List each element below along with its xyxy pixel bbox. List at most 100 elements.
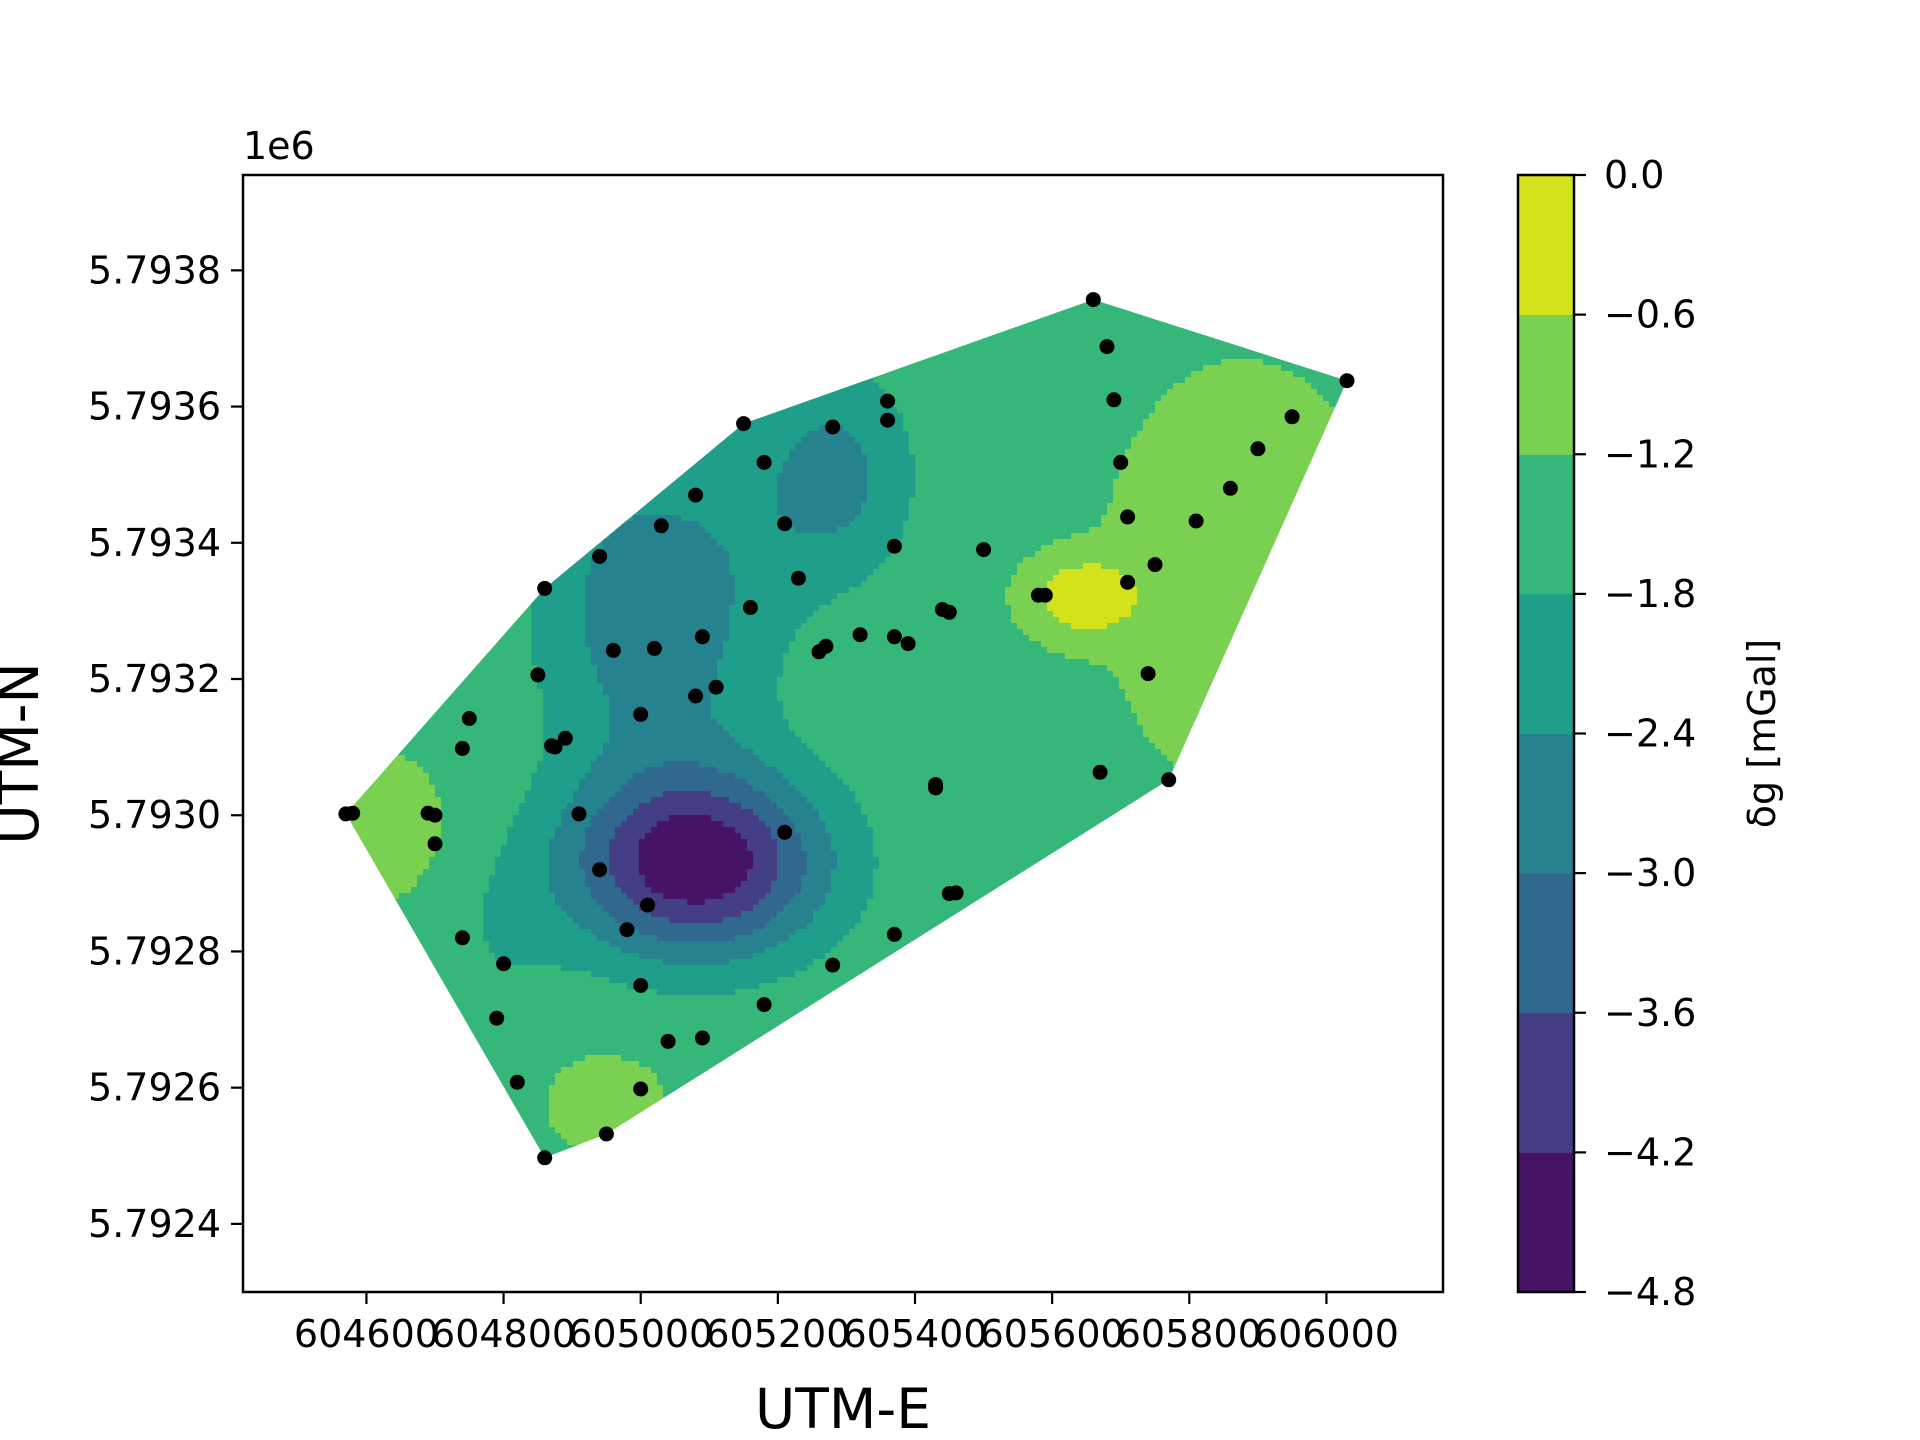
contour-cell xyxy=(345,329,1347,336)
contour-cell xyxy=(1221,359,1264,366)
station-point xyxy=(537,1150,553,1166)
contour-cell xyxy=(735,599,832,606)
contour-cell xyxy=(639,851,754,858)
contour-cell xyxy=(585,773,634,780)
contour-cell xyxy=(837,863,880,870)
contour-cell xyxy=(585,593,736,600)
contour-cell xyxy=(345,1109,550,1116)
contour-cell xyxy=(543,533,610,540)
contour-cell xyxy=(537,767,592,774)
contour-cell xyxy=(729,959,814,966)
station-point xyxy=(880,412,896,428)
contour-cell xyxy=(873,569,1018,576)
contour-cell xyxy=(483,911,568,918)
contour-cell xyxy=(417,875,490,882)
contour-cell xyxy=(1347,425,1354,432)
contour-cell xyxy=(633,515,682,522)
contour-cell xyxy=(345,893,400,900)
contour-cell xyxy=(345,659,532,666)
contour-cell xyxy=(789,455,868,462)
contour-cell xyxy=(345,917,484,924)
contour-cell xyxy=(651,1067,1347,1074)
contour-cell xyxy=(873,875,1347,882)
contour-cell xyxy=(549,863,580,870)
contour-cell xyxy=(345,335,1347,342)
contour-cell xyxy=(801,737,1150,744)
contour-cell xyxy=(807,857,838,864)
contour-cell xyxy=(609,857,640,864)
contour-cell xyxy=(483,893,556,900)
contour-cell xyxy=(795,731,1144,738)
contour-cell xyxy=(669,815,712,822)
contour-cell xyxy=(1311,767,1347,774)
contour-cell xyxy=(429,863,496,870)
contour-cell xyxy=(717,665,784,672)
station-point xyxy=(742,600,758,615)
contour-cell xyxy=(915,479,1114,486)
contour-cell xyxy=(819,365,844,372)
contour-cell xyxy=(861,803,1347,810)
contour-cell xyxy=(729,605,820,612)
contour-cell xyxy=(879,857,1347,864)
contour-cell xyxy=(603,749,754,756)
contour-cell xyxy=(549,857,580,864)
contour-cell xyxy=(345,695,544,702)
contour-cell xyxy=(513,815,562,822)
contour-cell xyxy=(741,803,778,810)
contour-cell xyxy=(1293,371,1347,378)
contour-cell xyxy=(801,881,832,888)
contour-cell xyxy=(909,449,1126,456)
contour-cell xyxy=(831,875,874,882)
contour-cell xyxy=(483,917,574,924)
contour-cell xyxy=(813,803,862,810)
contour-cell xyxy=(1017,623,1072,630)
contour-cell xyxy=(891,395,1162,402)
contour-cell xyxy=(531,785,580,792)
contour-cell xyxy=(585,635,730,642)
contour-cell xyxy=(573,797,610,804)
contour-cell xyxy=(345,593,532,600)
station-point xyxy=(592,862,608,878)
contour-cell xyxy=(831,869,874,876)
contour-cell xyxy=(729,731,796,738)
contour-cell xyxy=(747,839,778,846)
contour-cell xyxy=(345,443,628,450)
contour-cell xyxy=(855,437,910,444)
station-point xyxy=(345,805,361,821)
contour-cell xyxy=(1041,545,1347,552)
contour-cell xyxy=(1041,641,1347,648)
contour-cell xyxy=(687,899,706,906)
contour-cell xyxy=(345,365,820,372)
contour-cell xyxy=(1119,467,1347,474)
contour-cell xyxy=(345,821,442,828)
contour-cell xyxy=(345,563,532,570)
station-point xyxy=(509,1074,525,1090)
contour-cell xyxy=(621,785,754,792)
contour-cell xyxy=(1089,527,1347,534)
contour-cell xyxy=(903,425,1144,432)
contour-cell xyxy=(639,803,742,810)
contour-cell xyxy=(777,857,808,864)
contour-cell xyxy=(585,581,736,588)
contour-cell xyxy=(609,839,640,846)
station-point xyxy=(886,926,902,942)
contour-cell xyxy=(615,791,664,798)
contour-cell xyxy=(1173,761,1318,768)
contour-cell xyxy=(915,455,1126,462)
contour-cell xyxy=(345,725,544,732)
contour-cell xyxy=(807,743,1156,750)
contour-cell xyxy=(441,803,520,810)
contour-cell xyxy=(711,689,778,696)
contour-cell xyxy=(1155,743,1336,750)
x-axis-label: UTM-E xyxy=(755,1377,931,1440)
contour-cell xyxy=(591,893,628,900)
station-point xyxy=(886,538,902,554)
contour-cell xyxy=(345,407,754,414)
contour-cell xyxy=(777,683,1120,690)
contour-cell xyxy=(345,665,538,672)
contour-cell xyxy=(873,851,1347,858)
contour-cell xyxy=(345,995,1347,1002)
contour-cell xyxy=(825,893,874,900)
contour-cell xyxy=(819,755,1168,762)
contour-cell xyxy=(849,521,904,528)
